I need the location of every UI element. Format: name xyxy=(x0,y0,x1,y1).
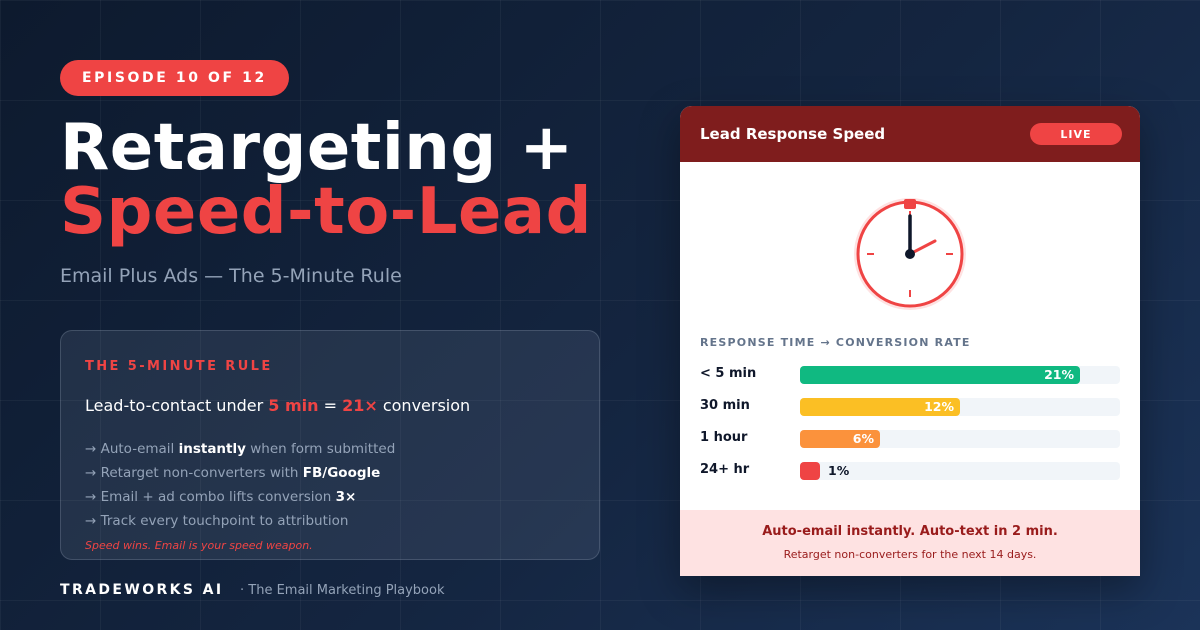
live-badge: LIVE xyxy=(1030,123,1122,145)
rule-bullet: → Track every touchpoint to attribution xyxy=(85,513,349,529)
page-title: Retargeting + Speed-to-Lead xyxy=(60,116,592,244)
title-line-2: Speed-to-Lead xyxy=(60,175,592,249)
bar-value-label: 12% xyxy=(924,399,954,414)
bar-track: 1% xyxy=(800,462,1120,480)
clock-icon xyxy=(850,196,970,316)
bar-category-label: 30 min xyxy=(700,398,750,413)
rule-panel: THE 5-MINUTE RULE Lead-to-contact under … xyxy=(60,330,600,560)
bar xyxy=(800,366,1080,384)
footer-sub-text: Retarget non-converters for the next 14 … xyxy=(783,548,1037,561)
bar xyxy=(800,398,960,416)
card-header: Lead Response Speed LIVE xyxy=(680,106,1140,162)
bar-category-label: 1 hour xyxy=(700,430,748,445)
brand-name: TRADEWORKS AI xyxy=(60,582,224,598)
rule-equals: = xyxy=(318,396,343,415)
rule-statement: Lead-to-contact under 5 min = 21× conver… xyxy=(85,396,575,415)
card-footer: Auto-email instantly. Auto-text in 2 min… xyxy=(680,510,1140,576)
bar-track: 6% xyxy=(800,430,1120,448)
bar-track: 12% xyxy=(800,398,1120,416)
response-time-bar-chart: < 5 min 21% 30 min 12% 1 hour 6% 24+ hr 1% xyxy=(700,364,1120,492)
bar-category-label: 24+ hr xyxy=(700,462,750,477)
rule-suffix: conversion xyxy=(377,396,471,415)
rule-prefix: Lead-to-contact under xyxy=(85,396,269,415)
brand-tagline: · The Email Marketing Playbook xyxy=(240,583,445,598)
footer-main-text: Auto-email instantly. Auto-text in 2 min… xyxy=(762,524,1058,539)
card-title: Lead Response Speed xyxy=(700,125,886,143)
bar-track: 21% xyxy=(800,366,1120,384)
rule-bullet: → Auto-email instantly when form submitt… xyxy=(85,441,396,457)
rule-footnote: Speed wins. Email is your speed weapon. xyxy=(85,539,313,552)
rule-bullet: → Retarget non-converters with FB/Google xyxy=(85,465,381,481)
bar-value-label: 1% xyxy=(828,463,850,478)
bar-row: < 5 min 21% xyxy=(700,364,1120,396)
title-line-1: Retargeting + xyxy=(60,111,574,185)
episode-badge: EPISODE 10 OF 12 xyxy=(60,60,289,96)
bar-category-label: < 5 min xyxy=(700,366,757,381)
chart-title: RESPONSE TIME → CONVERSION RATE xyxy=(700,336,971,349)
rule-heading: THE 5-MINUTE RULE xyxy=(85,359,273,374)
rule-multiplier: 21× xyxy=(342,396,378,415)
bar-row: 1 hour 6% xyxy=(700,428,1120,460)
lead-response-card: Lead Response Speed LIVE RESPONSE TIME →… xyxy=(680,106,1140,576)
bar xyxy=(800,430,880,448)
rule-time: 5 min xyxy=(268,396,319,415)
bar-row: 24+ hr 1% xyxy=(700,460,1120,492)
bar-value-label: 6% xyxy=(852,431,874,446)
rule-bullet: → Email + ad combo lifts conversion 3× xyxy=(85,489,357,505)
bar-value-label: 21% xyxy=(1044,367,1074,382)
rule-bullet-list: → Auto-email instantly when form submitt… xyxy=(85,437,575,533)
bar xyxy=(800,462,820,480)
bar-row: 30 min 12% xyxy=(700,396,1120,428)
page-subtitle: Email Plus Ads — The 5-Minute Rule xyxy=(60,265,402,287)
